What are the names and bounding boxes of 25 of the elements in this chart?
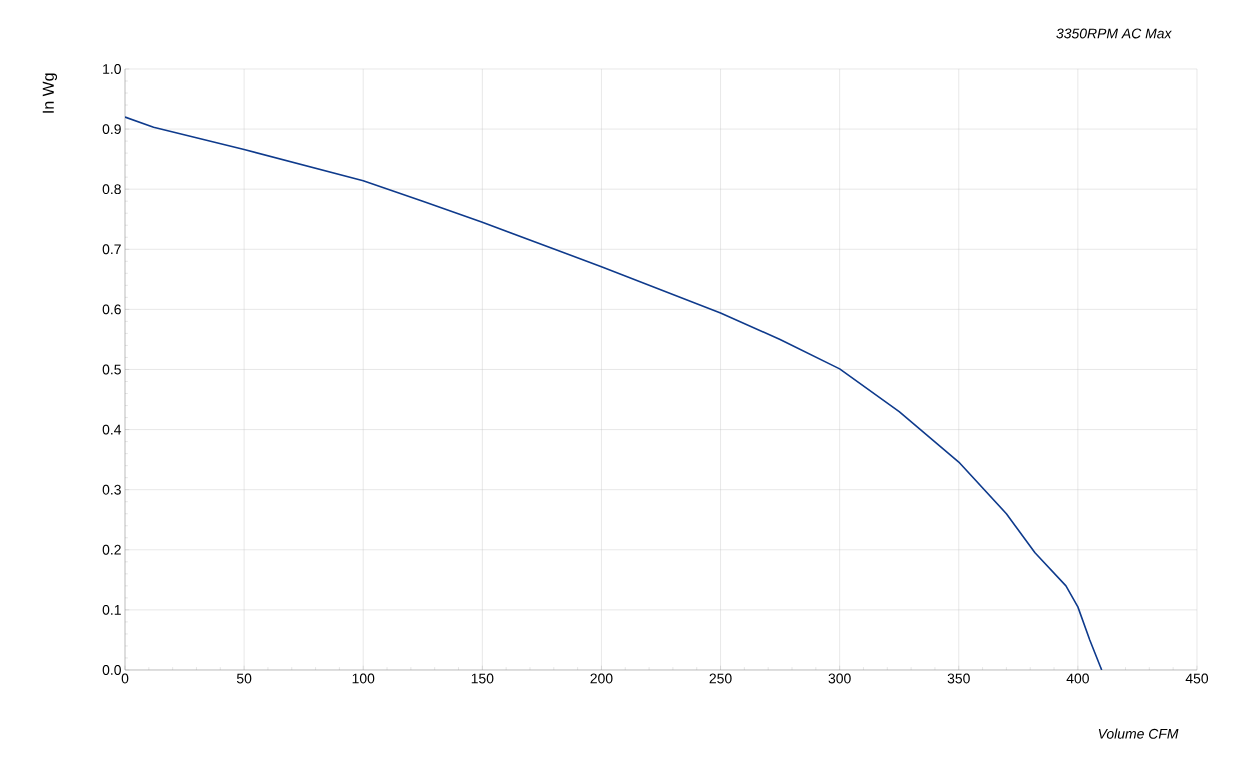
x-tick-label: 400 (1066, 673, 1089, 684)
x-tick-label: 450 (1185, 673, 1209, 684)
y-tick-label: 0.2 (102, 544, 121, 555)
x-tick-label: 50 (236, 673, 252, 684)
y-axis-title: In Wg (42, 73, 58, 113)
x-tick-label: 250 (709, 673, 732, 684)
y-tick-label: 0.9 (102, 124, 121, 135)
y-tick-label: 0.6 (102, 304, 121, 315)
x-tick-label: 350 (947, 673, 970, 684)
y-tick-label: 0.3 (102, 484, 121, 495)
x-tick-label: 0 (121, 673, 129, 684)
y-tick-label: 0.8 (102, 184, 121, 195)
x-tick-label: 200 (590, 673, 613, 684)
y-tick-label: 0.0 (102, 665, 121, 675)
x-tick-label: 100 (352, 673, 375, 684)
x-tick-label: 150 (471, 673, 494, 684)
y-tick-label: 0.5 (102, 364, 121, 375)
y-tick-label: 0.1 (102, 604, 121, 615)
x-axis-title: Volume CFM (1098, 728, 1179, 739)
y-tick-label: 0.4 (102, 424, 122, 435)
y-tick-label: 1.0 (103, 64, 121, 74)
line-series (125, 116, 1103, 670)
x-tick-label: 300 (828, 673, 851, 684)
y-tick-label: 0.7 (102, 244, 121, 255)
chart-title: 3350RPM AC Max (1056, 28, 1172, 39)
